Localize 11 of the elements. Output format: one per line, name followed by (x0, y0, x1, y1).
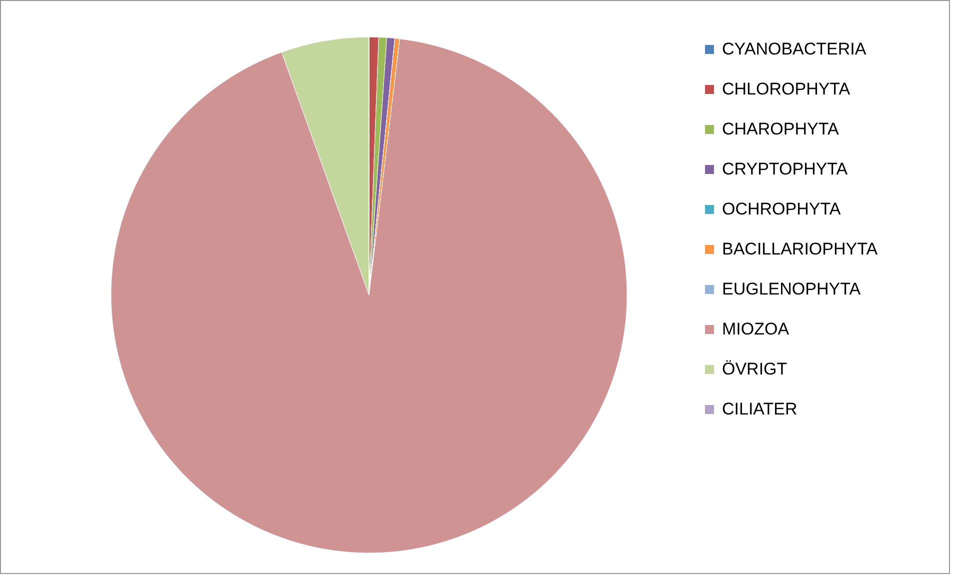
legend-label: ÖVRIGT (722, 360, 788, 378)
legend-label: BACILLARIOPHYTA (722, 240, 878, 258)
pie-slice (111, 38, 628, 553)
legend-label: CHLOROPHYTA (722, 80, 851, 98)
legend-label: EUGLENOPHYTA (722, 280, 862, 298)
legend-label: OCHROPHYTA (722, 200, 842, 218)
legend-label: MIOZOA (722, 320, 790, 338)
legend-label: CRYPTOPHYTA (722, 160, 848, 178)
legend-label: CYANOBACTERIA (722, 40, 867, 58)
legend-label: CILIATER (722, 400, 798, 418)
legend-label: CHAROPHYTA (722, 120, 840, 138)
